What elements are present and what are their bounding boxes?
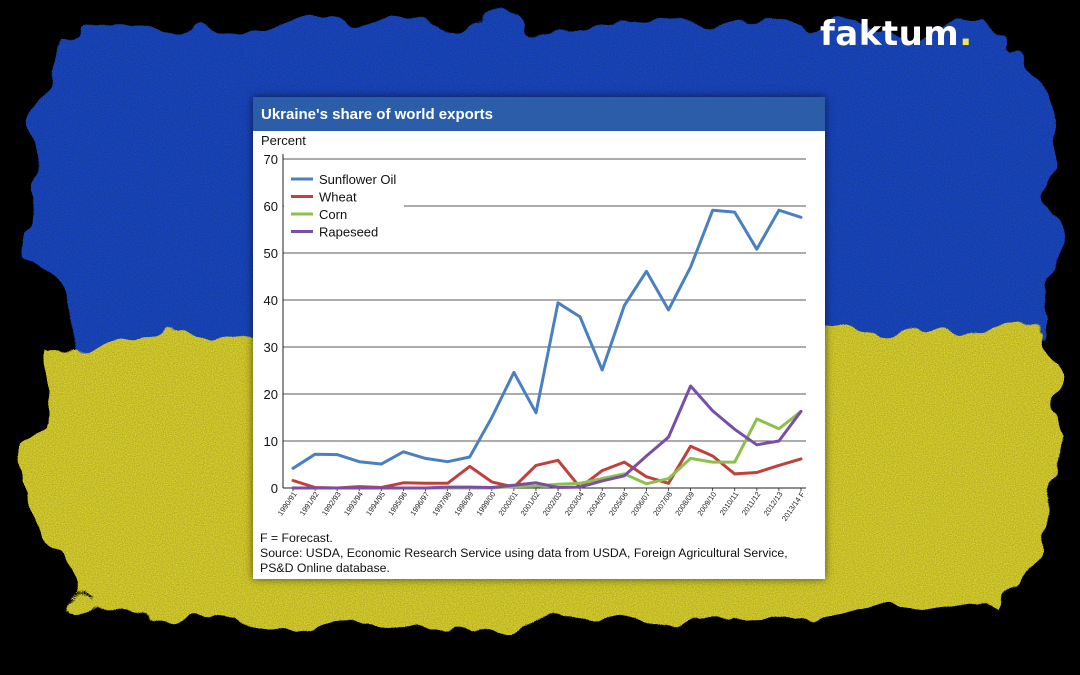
brand-name: faktum [820,14,960,54]
footnote: F = Forecast. [260,531,333,545]
brand-dot: . [959,14,973,54]
x-tick-label-15: 2005/06 [607,490,630,517]
source-note: Source: USDA, Economic Research Service … [260,546,788,560]
series-line-sunflower-oil [291,208,803,470]
brand-logo: faktum. [820,14,973,54]
x-tick-label-22: 2012/13 [762,490,785,517]
x-tick-label-23: 2013/14 F [780,490,807,523]
x-tick-label-10: 2000/01 [497,490,520,517]
x-tick-label-14: 2004/05 [585,490,608,517]
y-tick-label-20: 20 [264,387,278,402]
x-tick-label-9: 1999/00 [474,490,497,517]
chart-title: Ukraine's share of world exports [253,97,825,131]
y-tick-label-10: 10 [264,434,278,449]
x-tick-label-5: 1995/96 [386,490,409,517]
y-tick-label-40: 40 [264,293,278,308]
x-tick-label-0: 1990/91 [276,490,299,517]
y-tick-label-0: 0 [271,481,278,496]
x-tick-label-18: 2008/09 [673,490,696,517]
legend-label-2: Corn [319,207,347,222]
x-tick-label-11: 2001/02 [519,490,542,517]
x-tick-label-8: 1998/99 [452,490,475,517]
series-line-wheat [291,444,803,490]
line-chart: Percent 0 10 20 30 40 50 60 70 1990/91 1991/92 1992… [261,133,807,523]
y-tick-label-50: 50 [264,246,278,261]
x-tick-label-21: 2011/12 [740,490,763,517]
x-tick-label-16: 2006/07 [629,490,652,517]
legend-label-0: Sunflower Oil [319,172,396,187]
chart-card: Ukraine's share of world exports Percent… [253,97,825,579]
legend-background [284,163,404,241]
y-tick-label-30: 30 [264,340,278,355]
chart-notes: F = Forecast. Source: USDA, Economic Res… [260,531,820,576]
x-tick-label-13: 2003/04 [563,490,586,517]
y-tick-label-60: 60 [264,199,278,214]
x-tick-label-4: 1994/95 [364,490,387,517]
x-tick-label-1: 1991/92 [298,490,321,517]
y-tick-label-70: 70 [264,152,278,167]
x-tick-label-2: 1992/93 [320,490,343,517]
y-axis-label: Percent [261,133,306,148]
series-line-rapeseed [291,384,803,490]
x-tick-label-12: 2002/03 [541,490,564,517]
x-tick-label-20: 2010/11 [718,490,741,517]
x-tick-label-3: 1993/94 [342,490,365,517]
x-tick-label-19: 2009/10 [695,490,718,517]
x-tick-label-17: 2007/08 [651,490,674,517]
source-note-2: PS&D Online database. [260,561,390,575]
legend-label-3: Rapeseed [319,225,378,240]
x-tick-label-7: 1997/98 [430,490,453,517]
x-tick-label-6: 1996/97 [408,490,431,517]
legend-label-1: Wheat [319,190,357,205]
